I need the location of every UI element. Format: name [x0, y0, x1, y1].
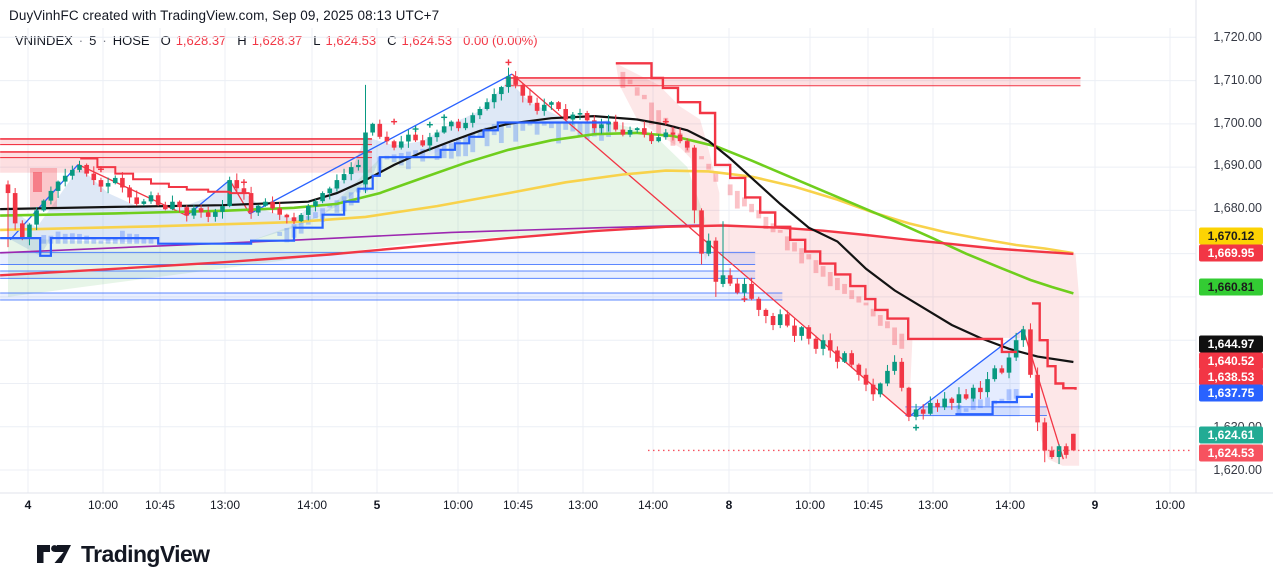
candlestick-series [5, 67, 1076, 465]
grid-lines [0, 28, 1196, 493]
svg-text:1,644.97: 1,644.97 [1208, 337, 1255, 351]
tradingview-logo[interactable]: TradingView [36, 541, 210, 568]
chart-legend: VNINDEX · 5 · HOSE O 1,628.37 H 1,628.37… [15, 33, 538, 48]
tradingview-logo-icon [37, 545, 71, 563]
legend-exchange: HOSE [112, 33, 150, 48]
price-badge: 1,669.95 [1199, 244, 1263, 262]
price-badge: 1,624.61 [1199, 426, 1263, 444]
time-axis[interactable]: 4 10:00 10:45 13:00 14:00 5 10:00 10:45 13:00 14:… [25, 498, 1186, 512]
price-badge: 1,624.53 [1199, 444, 1263, 462]
legend-high-value: 1,628.37 [251, 33, 303, 48]
legend-open-label: O [160, 33, 171, 48]
price-badge: 1,640.52 [1199, 352, 1263, 370]
svg-text:1,670.12: 1,670.12 [1208, 229, 1255, 243]
price-axis-label: 1,700.00 [1213, 116, 1262, 130]
price-axis[interactable]: 1,720.00 1,710.00 1,700.00 1,690.00 1,680.00… [1199, 30, 1263, 477]
legend-symbol[interactable]: VNINDEX [15, 33, 73, 48]
support-resistance-zones [0, 77, 1081, 416]
time-axis-label: 10:00 [88, 498, 118, 512]
svg-text:1,640.52: 1,640.52 [1208, 354, 1255, 368]
time-axis-label: 10:45 [853, 498, 883, 512]
svg-text:1,624.61: 1,624.61 [1208, 428, 1255, 442]
legend-interval[interactable]: 5 [89, 33, 97, 48]
price-axis-label: 1,710.00 [1213, 73, 1262, 87]
time-axis-label: 13:00 [918, 498, 948, 512]
legend-high-label: H [237, 33, 247, 48]
legend-low-label: L [313, 33, 321, 48]
time-axis-label: 13:00 [568, 498, 598, 512]
svg-text:1,669.95: 1,669.95 [1208, 246, 1255, 260]
svg-text:1,637.75: 1,637.75 [1208, 386, 1255, 400]
time-axis-label: 10:00 [1155, 498, 1185, 512]
time-axis-label: 10:45 [145, 498, 175, 512]
price-axis-label: 1,720.00 [1213, 30, 1262, 44]
svg-text:1,638.53: 1,638.53 [1208, 370, 1255, 384]
time-axis-label: 10:00 [795, 498, 825, 512]
time-axis-label: 14:00 [297, 498, 327, 512]
price-badge: 1,638.53 [1199, 368, 1263, 386]
legend-open-value: 1,628.37 [175, 33, 227, 48]
legend-low-value: 1,624.53 [325, 33, 377, 48]
legend-change: 0.00 (0.00%) [463, 33, 538, 48]
price-axis-label: 1,690.00 [1213, 158, 1262, 172]
time-axis-label: 5 [374, 498, 381, 512]
legend-separator: · [78, 33, 84, 48]
signal-markers [97, 59, 920, 431]
price-badge: 1,670.12 [1199, 227, 1263, 245]
time-axis-label: 10:00 [443, 498, 473, 512]
time-axis-label: 10:45 [503, 498, 533, 512]
time-axis-label: 14:00 [995, 498, 1025, 512]
tradingview-logo-text: TradingView [81, 541, 210, 567]
svg-text:1,624.53: 1,624.53 [1208, 446, 1255, 460]
time-axis-label: 4 [25, 498, 32, 512]
price-axis-label: 1,620.00 [1213, 463, 1262, 477]
price-badge: 1,660.81 [1199, 278, 1263, 296]
price-axis-label: 1,680.00 [1213, 201, 1262, 215]
attribution-text: DuyVinhFC created with TradingView.com, … [9, 8, 440, 23]
legend-separator: · [102, 33, 107, 48]
time-axis-label: 8 [726, 498, 733, 512]
legend-close-value: 1,624.53 [401, 33, 453, 48]
svg-text:1,660.81: 1,660.81 [1208, 280, 1255, 294]
legend-close-label: C [387, 33, 397, 48]
time-axis-label: 13:00 [210, 498, 240, 512]
supertrend-lines [0, 62, 1077, 416]
price-badge: 1,637.75 [1199, 384, 1263, 402]
price-badge: 1,644.97 [1199, 335, 1263, 353]
time-axis-label: 9 [1092, 498, 1099, 512]
time-axis-label: 14:00 [638, 498, 668, 512]
